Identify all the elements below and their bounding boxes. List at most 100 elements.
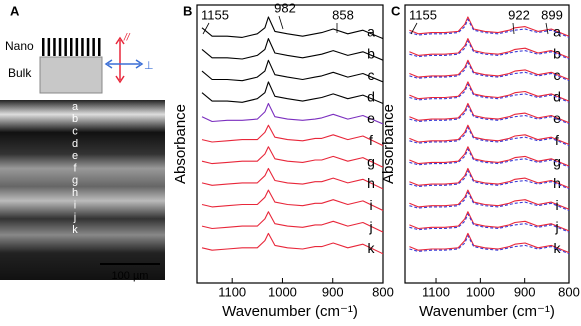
nano-fibre bbox=[75, 38, 79, 56]
series-label: e bbox=[367, 110, 375, 126]
series-label: h bbox=[367, 175, 375, 191]
series-label: i bbox=[369, 197, 372, 213]
annotation-arrow bbox=[278, 15, 284, 30]
spectrum bbox=[409, 62, 570, 82]
nano-comb bbox=[42, 38, 101, 56]
layer-label: i bbox=[74, 199, 76, 211]
series-label: j bbox=[368, 218, 372, 234]
series-label: f bbox=[369, 132, 373, 148]
parallel-arrowheads bbox=[115, 36, 125, 84]
spectrum bbox=[409, 83, 570, 103]
x-tick-label: 900 bbox=[514, 284, 536, 299]
plot-frame bbox=[196, 4, 384, 284]
series-label: b bbox=[367, 45, 375, 61]
spectrum bbox=[201, 38, 384, 61]
micrograph bbox=[0, 100, 165, 280]
series-label: b bbox=[553, 45, 561, 61]
nano-fibre bbox=[86, 38, 90, 56]
spectrum bbox=[201, 189, 384, 211]
series-label: a bbox=[367, 24, 375, 40]
spectrum bbox=[409, 189, 570, 210]
spectrum bbox=[201, 102, 384, 125]
series-label: h bbox=[553, 175, 561, 191]
spectrum bbox=[409, 213, 570, 233]
perp-arrowheads bbox=[104, 59, 144, 69]
x-tick-label: 1000 bbox=[268, 284, 297, 299]
perp-symbol: ⊥ bbox=[144, 60, 154, 72]
spectrum bbox=[409, 102, 570, 124]
layer-label: g bbox=[72, 175, 78, 187]
nano-label: Nano bbox=[5, 39, 34, 53]
nano-fibre bbox=[98, 38, 101, 56]
nano-fibre bbox=[53, 38, 56, 56]
panel-label: C bbox=[391, 3, 401, 18]
series-label: d bbox=[367, 89, 375, 105]
panel-label: A bbox=[10, 3, 20, 18]
series-label: f bbox=[555, 132, 559, 148]
series-label: c bbox=[554, 67, 561, 83]
series-label: k bbox=[368, 240, 376, 256]
spectrum bbox=[409, 148, 570, 168]
series-label: e bbox=[553, 110, 561, 126]
panel-label: B bbox=[183, 3, 192, 18]
spectrum bbox=[409, 59, 570, 81]
spectrum bbox=[409, 105, 570, 125]
peak-annotation: 982 bbox=[274, 0, 296, 15]
y-axis-label: Absorbance bbox=[172, 104, 189, 184]
spectrum bbox=[201, 81, 384, 105]
x-tick-label: 800 bbox=[558, 284, 580, 299]
x-tick-label: 1000 bbox=[466, 284, 495, 299]
peak-annotation: 899 bbox=[541, 7, 563, 22]
series-label: g bbox=[553, 154, 561, 170]
layer-label: k bbox=[72, 224, 78, 236]
peak-annotation: 922 bbox=[508, 7, 530, 22]
series-label: c bbox=[368, 67, 375, 83]
spectrum bbox=[409, 38, 570, 59]
bulk-label: Bulk bbox=[8, 66, 32, 80]
spectrum bbox=[409, 40, 570, 60]
x-tick-label: 800 bbox=[372, 284, 394, 299]
spectrum bbox=[409, 124, 570, 145]
x-tick-label: 1100 bbox=[218, 284, 246, 299]
nano-fibre bbox=[81, 38, 84, 56]
spectrum bbox=[201, 59, 384, 83]
x-axis-label: Wavenumber (cm⁻¹) bbox=[222, 303, 358, 320]
spectrum bbox=[201, 146, 384, 168]
scale-bar-label: 100 µm bbox=[112, 270, 149, 282]
layer-label: h bbox=[72, 187, 78, 199]
nano-fibre bbox=[58, 38, 62, 56]
series-label: i bbox=[555, 197, 558, 213]
peak-annotation: 1155 bbox=[201, 7, 229, 22]
nano-fibre bbox=[47, 38, 51, 56]
spectrum bbox=[409, 191, 570, 212]
layer-label: d bbox=[72, 138, 78, 150]
y-axis-label: Absorbance bbox=[380, 104, 397, 184]
layer-label: e bbox=[72, 150, 78, 162]
spectrum bbox=[409, 170, 570, 190]
annotation-arrow bbox=[545, 22, 549, 35]
annotation-arrow bbox=[410, 22, 418, 35]
annotation-arrow bbox=[512, 22, 515, 35]
series-label: g bbox=[367, 154, 375, 170]
spectrum bbox=[201, 211, 384, 233]
spectrum bbox=[201, 232, 384, 255]
x-axis-label: Wavenumber (cm⁻¹) bbox=[419, 303, 555, 320]
layer-label: a bbox=[72, 101, 79, 113]
annotation-arrow bbox=[202, 22, 210, 35]
spectrum bbox=[409, 235, 570, 255]
x-tick-label: 900 bbox=[322, 284, 344, 299]
peak-annotation: 1155 bbox=[409, 7, 437, 22]
spectrum bbox=[409, 16, 570, 37]
spectrum bbox=[201, 124, 384, 147]
layer-label: f bbox=[73, 162, 77, 174]
series-label: d bbox=[553, 89, 561, 105]
spectrum bbox=[409, 146, 570, 167]
spectrum bbox=[409, 232, 570, 254]
spectrum bbox=[201, 167, 384, 190]
series-label: k bbox=[554, 240, 562, 256]
spectrum bbox=[201, 16, 384, 40]
bulk-box bbox=[39, 56, 103, 94]
nano-fibre bbox=[92, 38, 95, 56]
